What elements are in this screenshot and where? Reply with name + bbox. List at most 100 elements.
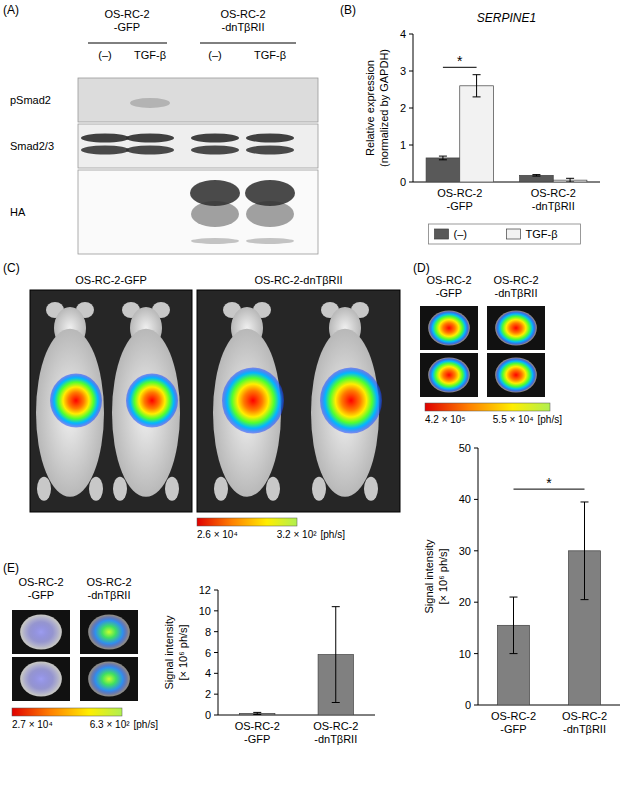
text-line: TGF-β xyxy=(526,228,558,240)
mouse-leg xyxy=(113,477,127,501)
organ xyxy=(428,357,470,392)
bioluminescence xyxy=(429,358,468,391)
chart-title: SERPINE1 xyxy=(477,11,536,25)
text-line: Signal intensity xyxy=(163,615,175,689)
colorbar-label: 2.6 × 10⁴ xyxy=(197,529,238,540)
legend-label: (–) xyxy=(454,228,467,240)
y-tick-label: 0 xyxy=(400,176,406,188)
text-line: TGF-β xyxy=(134,49,166,61)
text-line: HA xyxy=(10,206,26,218)
bioluminescence xyxy=(429,311,468,344)
y-tick-label: 2 xyxy=(400,102,406,114)
group-label: OS-RC-2-GFP xyxy=(75,274,147,286)
group-label: OS-RC-2-dnTβRII xyxy=(220,8,265,33)
text-line: SERPINE1 xyxy=(477,11,536,25)
legend: (–) TGF-β xyxy=(429,224,581,244)
group-label: OS-RC-2-GFP xyxy=(18,576,63,601)
text-line: OS-RC-2 xyxy=(313,720,358,732)
row-label: Smad2/3 xyxy=(10,140,54,152)
text-line: 0 xyxy=(400,176,406,188)
text-line: -dnTβRII xyxy=(221,21,264,33)
y-tick xyxy=(474,550,478,551)
group-label: OS-RC-2-GFP xyxy=(104,8,149,33)
mouse-leg xyxy=(266,477,280,501)
y-tick-label: 2 xyxy=(205,688,211,700)
y-tick-label: 10 xyxy=(459,648,471,660)
image-frame xyxy=(487,306,545,350)
bioluminescence xyxy=(126,374,178,428)
text-line: 8 xyxy=(205,626,211,638)
marks xyxy=(498,502,601,705)
bioluminescence xyxy=(21,662,60,695)
error-bar xyxy=(332,607,340,703)
y-tick xyxy=(214,673,218,674)
mouse-body xyxy=(112,329,180,497)
image-frame xyxy=(420,353,478,397)
y-tick-label: 4 xyxy=(400,28,406,40)
text-line: 50 xyxy=(459,442,471,454)
text-line: [× 10⁶ ph/s] xyxy=(177,624,189,680)
y-axis-label: Relative expression(normalized by GAPDH) xyxy=(364,49,389,167)
blot-strip xyxy=(78,124,318,168)
bioluminescence xyxy=(50,374,102,428)
error-bar xyxy=(253,712,261,714)
y-tick xyxy=(474,653,478,654)
panel-label: (C) xyxy=(3,261,20,275)
text-line: 2 xyxy=(400,102,406,114)
bioluminescence xyxy=(222,368,284,434)
text-line: 3 xyxy=(400,65,406,77)
band xyxy=(126,134,174,143)
bar xyxy=(520,175,554,182)
colorbar-label: 2.7 × 10⁴ xyxy=(12,719,53,730)
lane-label: (–) xyxy=(208,49,221,61)
mouse-leg xyxy=(165,477,179,501)
text-line: 2.7 × 10⁴ xyxy=(12,719,53,730)
panel-label: (E) xyxy=(3,561,19,575)
x-tick-label: OS-RC-2-GFP xyxy=(437,187,482,212)
organ-image xyxy=(12,610,70,654)
colorbar: 2.7 × 10⁴ 6.3 × 10²[ph/s] xyxy=(12,708,158,730)
text-line: OS-RC-2 xyxy=(235,720,280,732)
band xyxy=(81,146,129,155)
mouse-leg xyxy=(37,477,51,501)
text-line: (C) xyxy=(3,261,20,275)
text-line: -GFP xyxy=(114,21,140,33)
y-tick xyxy=(214,694,218,695)
text-line: Relative expression xyxy=(364,60,376,156)
significance-label: * xyxy=(546,475,552,491)
text-line: OS-RC-2 xyxy=(493,274,538,286)
text-line: OS-RC-2 xyxy=(562,710,607,722)
text-line: -dnTβRII xyxy=(314,733,357,745)
panel-label: (D) xyxy=(413,261,430,275)
mouse-leg xyxy=(364,477,378,501)
text-line: -GFP xyxy=(28,589,54,601)
legend-label: TGF-β xyxy=(526,228,558,240)
text-line: 2.6 × 10⁴ xyxy=(197,529,238,540)
text-line: 0 xyxy=(465,699,471,711)
colorbar-ramp xyxy=(197,518,297,526)
image-frame xyxy=(80,657,138,701)
colorbar-label: 6.3 × 10²[ph/s] xyxy=(90,719,158,730)
text-line: -GFP xyxy=(447,200,473,212)
y-tick xyxy=(214,715,218,716)
organ xyxy=(495,357,537,392)
figure: (A)OS-RC-2-GFPOS-RC-2-dnTβRII(–)TGF-β(–)… xyxy=(0,0,637,788)
organ xyxy=(20,614,62,649)
mouse-leg xyxy=(214,477,228,501)
band xyxy=(246,134,294,143)
text-line: OS-RC-2-GFP xyxy=(75,274,147,286)
text-line: OS-RC-2 xyxy=(531,187,576,199)
organ-image xyxy=(487,306,545,350)
colorbar-unit: [ph/s] xyxy=(538,414,563,425)
x-tick-label: OS-RC-2-dnTβRII xyxy=(562,710,607,735)
image-frame xyxy=(487,353,545,397)
text-line: (B) xyxy=(340,3,356,17)
band xyxy=(191,134,239,143)
bioluminescence xyxy=(89,615,128,648)
text-line: pSmad2 xyxy=(10,94,51,106)
page: {"panels": { "A": {"label": "(A)", "grou… xyxy=(0,0,637,788)
text-line: OS-RC-2 xyxy=(220,8,265,20)
blot-strip xyxy=(78,170,318,254)
image-frame xyxy=(420,306,478,350)
significance-label: * xyxy=(457,53,463,69)
